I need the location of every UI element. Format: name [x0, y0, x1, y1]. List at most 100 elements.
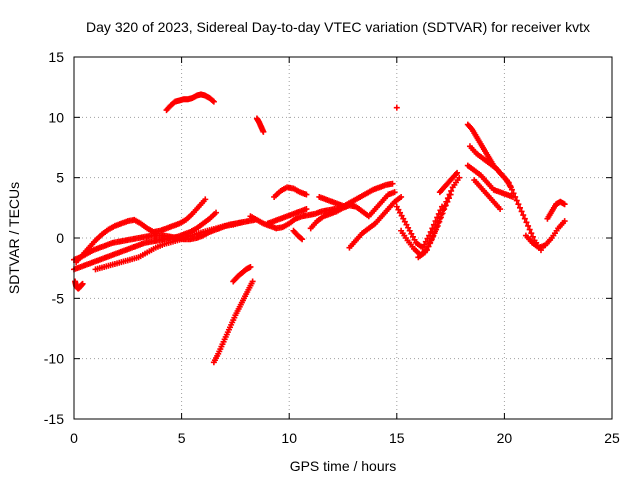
series-track-4	[72, 278, 86, 292]
data-point	[497, 206, 504, 213]
data-point	[389, 180, 396, 187]
series-track-16	[316, 193, 349, 210]
data-point	[342, 203, 349, 210]
data-point	[400, 215, 407, 222]
series-track-7	[253, 115, 267, 135]
data-point	[439, 210, 446, 217]
series-track-23	[464, 162, 517, 200]
data-point	[405, 224, 412, 231]
data-point	[79, 280, 86, 287]
data-point	[249, 278, 256, 285]
data-point	[202, 196, 209, 203]
series-track-8	[210, 278, 256, 366]
y-tick-label: 15	[48, 49, 64, 65]
data-point	[303, 191, 310, 198]
x-tick-label: 25	[604, 430, 620, 446]
x-tick-label: 5	[178, 430, 186, 446]
data-point	[403, 221, 410, 228]
series-track-11	[271, 184, 310, 200]
data-point	[434, 222, 441, 229]
data-points	[71, 91, 568, 366]
series-track-27	[544, 198, 568, 222]
data-point	[521, 215, 528, 222]
data-point	[391, 189, 398, 196]
series-track-15	[346, 193, 405, 251]
data-point	[442, 202, 449, 209]
x-tick-label: 10	[281, 430, 297, 446]
data-point	[528, 230, 535, 237]
y-tick-label: 10	[48, 109, 64, 125]
data-point	[406, 227, 413, 234]
series-track-9	[230, 263, 254, 285]
data-point	[518, 208, 525, 215]
data-point	[431, 230, 438, 237]
data-point	[523, 219, 530, 226]
data-point	[419, 244, 426, 251]
series-track-20	[415, 191, 454, 261]
data-point	[441, 206, 448, 213]
y-tick-label: -5	[52, 290, 65, 306]
data-point	[445, 195, 452, 202]
plot-frame	[73, 56, 613, 420]
series-track-12	[264, 206, 310, 227]
data-point	[303, 206, 310, 213]
data-point	[433, 226, 440, 233]
series-track-6	[163, 91, 217, 114]
data-point	[298, 235, 305, 242]
data-point	[398, 193, 405, 200]
data-point	[444, 198, 451, 205]
y-axis-title: SDTVAR / TECUs	[6, 182, 22, 294]
x-tick-label: 20	[497, 430, 513, 446]
x-tick-label: 0	[70, 430, 78, 446]
data-point	[411, 236, 418, 243]
y-tick-label: -15	[44, 411, 64, 427]
data-point	[209, 97, 216, 104]
series-track-26	[522, 218, 568, 251]
data-point	[507, 183, 514, 190]
data-point	[436, 218, 443, 225]
data-point	[429, 225, 436, 232]
data-point	[260, 128, 267, 135]
series-track-18	[393, 203, 445, 251]
data-point	[429, 233, 436, 240]
data-point	[393, 203, 400, 210]
data-point	[526, 226, 533, 233]
data-point	[397, 209, 404, 216]
data-point	[408, 230, 415, 237]
data-point	[508, 186, 515, 193]
data-point	[456, 174, 463, 181]
x-axis-title: GPS time / hours	[290, 458, 397, 474]
data-point	[561, 201, 568, 208]
data-point	[247, 263, 254, 270]
data-point	[505, 179, 512, 186]
data-point	[421, 249, 428, 256]
data-point	[423, 246, 430, 253]
data-point	[510, 190, 517, 197]
data-point	[238, 219, 245, 226]
series-track-21	[436, 169, 461, 196]
data-point	[437, 214, 444, 221]
series-track-17	[393, 104, 400, 111]
data-point	[299, 236, 306, 243]
data-point	[426, 240, 433, 247]
data-point	[428, 237, 435, 244]
data-point	[454, 169, 461, 176]
data-point	[213, 209, 220, 216]
series-track-10	[247, 180, 396, 232]
data-point	[210, 98, 217, 105]
data-point	[561, 218, 568, 225]
data-point	[393, 104, 400, 111]
data-point	[513, 197, 520, 204]
data-point	[425, 243, 432, 250]
data-point	[529, 233, 536, 240]
data-point	[421, 241, 428, 248]
series-track-3	[73, 196, 209, 266]
series-track-13	[290, 227, 306, 243]
data-point	[515, 201, 522, 208]
series-track-25	[466, 143, 544, 254]
y-tick-label: -10	[44, 351, 64, 367]
data-point	[401, 218, 408, 225]
data-point	[520, 212, 527, 219]
data-point	[512, 193, 519, 200]
